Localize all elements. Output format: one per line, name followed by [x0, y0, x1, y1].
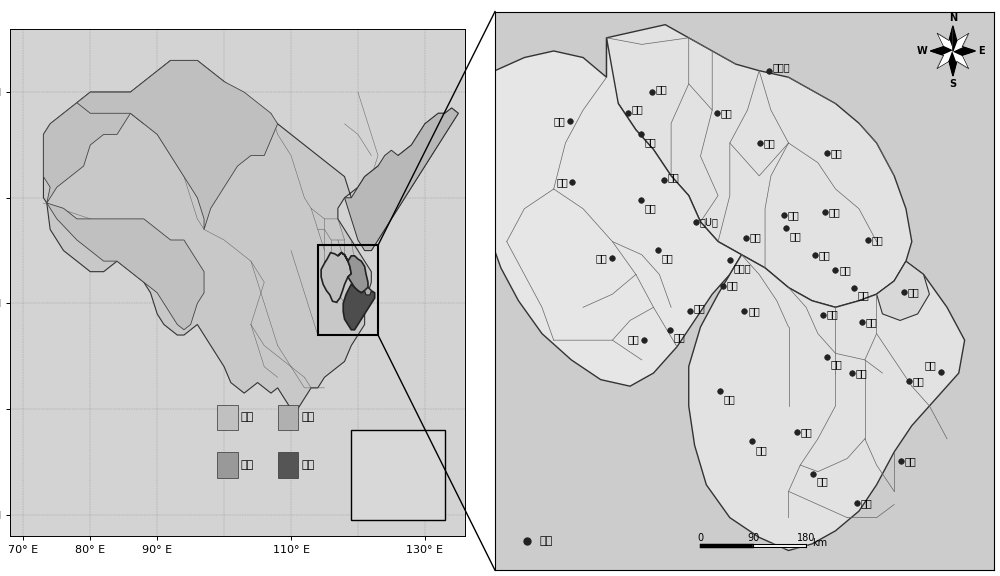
Bar — [318, 245, 378, 335]
Polygon shape — [953, 26, 957, 51]
Bar — [278, 452, 298, 478]
Polygon shape — [345, 108, 458, 251]
Text: 无锡: 无锡 — [839, 265, 851, 275]
Text: 杭州: 杭州 — [830, 359, 842, 369]
Text: 盐城: 盐城 — [831, 148, 843, 158]
Text: 连云港: 连云港 — [772, 62, 790, 73]
Text: 宿迁: 宿迁 — [720, 108, 732, 118]
Polygon shape — [607, 25, 912, 308]
Text: 南通: 南通 — [872, 235, 884, 245]
Polygon shape — [931, 33, 953, 51]
Text: E: E — [978, 46, 985, 56]
Text: 安徽: 安徽 — [241, 412, 254, 422]
Text: 镜江: 镜江 — [789, 232, 801, 241]
Polygon shape — [953, 51, 969, 76]
Text: 上海: 上海 — [908, 287, 919, 297]
Text: 合肥: 合肥 — [661, 253, 673, 263]
Text: 阜阳: 阜阳 — [556, 177, 568, 187]
Text: 淮安: 淮安 — [764, 138, 776, 148]
Text: 舟山: 舟山 — [925, 360, 936, 370]
Text: W: W — [917, 46, 928, 56]
Text: 金华: 金华 — [801, 427, 813, 437]
Text: 芜湖: 芜湖 — [726, 281, 738, 291]
Text: 温州: 温州 — [861, 498, 872, 508]
Text: 苏州: 苏州 — [858, 290, 870, 301]
Text: 180: 180 — [797, 533, 815, 543]
Polygon shape — [338, 253, 368, 293]
Text: 扬州: 扬州 — [787, 210, 799, 220]
Polygon shape — [953, 26, 969, 51]
Bar — [217, 452, 238, 478]
Text: 滜U州: 滜U州 — [700, 217, 719, 227]
Text: 上海: 上海 — [301, 412, 314, 422]
Polygon shape — [43, 60, 197, 203]
Polygon shape — [877, 262, 929, 320]
Text: km: km — [812, 538, 827, 548]
Polygon shape — [365, 287, 371, 295]
Text: 常州: 常州 — [818, 250, 830, 260]
Text: 亿州: 亿州 — [554, 116, 565, 126]
Polygon shape — [43, 60, 458, 409]
Text: 90: 90 — [747, 533, 759, 543]
Text: S: S — [949, 79, 956, 89]
Polygon shape — [483, 38, 742, 386]
Text: 六安: 六安 — [596, 253, 608, 263]
Text: 铜陵: 铜陵 — [693, 303, 705, 313]
Text: 江苏: 江苏 — [241, 460, 254, 470]
Text: 宿州: 宿州 — [644, 137, 656, 147]
Polygon shape — [47, 203, 204, 329]
Polygon shape — [953, 33, 969, 51]
Text: 蚌埠: 蚌埠 — [668, 172, 679, 182]
Polygon shape — [931, 51, 953, 69]
Text: 城市: 城市 — [539, 536, 552, 545]
Text: 绍兴: 绍兴 — [855, 368, 867, 378]
Polygon shape — [321, 253, 351, 302]
Text: 0: 0 — [697, 533, 704, 543]
Polygon shape — [937, 33, 953, 51]
Text: 南京: 南京 — [750, 233, 762, 242]
Polygon shape — [953, 51, 975, 69]
Polygon shape — [953, 33, 975, 51]
Polygon shape — [953, 51, 969, 69]
Bar — [351, 430, 445, 520]
Polygon shape — [949, 51, 953, 76]
Polygon shape — [343, 285, 375, 329]
Text: N: N — [949, 13, 957, 22]
Text: 台州: 台州 — [828, 207, 840, 217]
Text: 嘉兴: 嘉兴 — [865, 317, 877, 327]
Text: 宿城: 宿城 — [748, 306, 760, 316]
Polygon shape — [937, 51, 953, 76]
Polygon shape — [931, 47, 953, 51]
Text: 马鞍山: 马鞍山 — [733, 263, 751, 273]
Text: 黄山: 黄山 — [724, 395, 736, 404]
Text: 徐州: 徐州 — [656, 84, 668, 94]
Text: 安庆: 安庆 — [627, 335, 639, 344]
Bar — [217, 405, 238, 430]
Text: 丽水: 丽水 — [817, 476, 828, 487]
Bar — [278, 405, 298, 430]
Text: 淮南: 淮南 — [644, 203, 656, 213]
Text: 湖州: 湖州 — [827, 309, 838, 320]
Text: 宁波: 宁波 — [912, 376, 924, 386]
Polygon shape — [937, 26, 953, 51]
Polygon shape — [77, 60, 278, 229]
Polygon shape — [953, 51, 975, 55]
Text: 浙江: 浙江 — [301, 460, 314, 470]
Text: 台州: 台州 — [905, 456, 917, 466]
Text: 衝州: 衝州 — [755, 446, 767, 456]
Polygon shape — [937, 51, 953, 69]
Polygon shape — [689, 255, 965, 551]
Text: 淮北: 淮北 — [632, 104, 644, 115]
Text: 池州: 池州 — [673, 332, 685, 343]
